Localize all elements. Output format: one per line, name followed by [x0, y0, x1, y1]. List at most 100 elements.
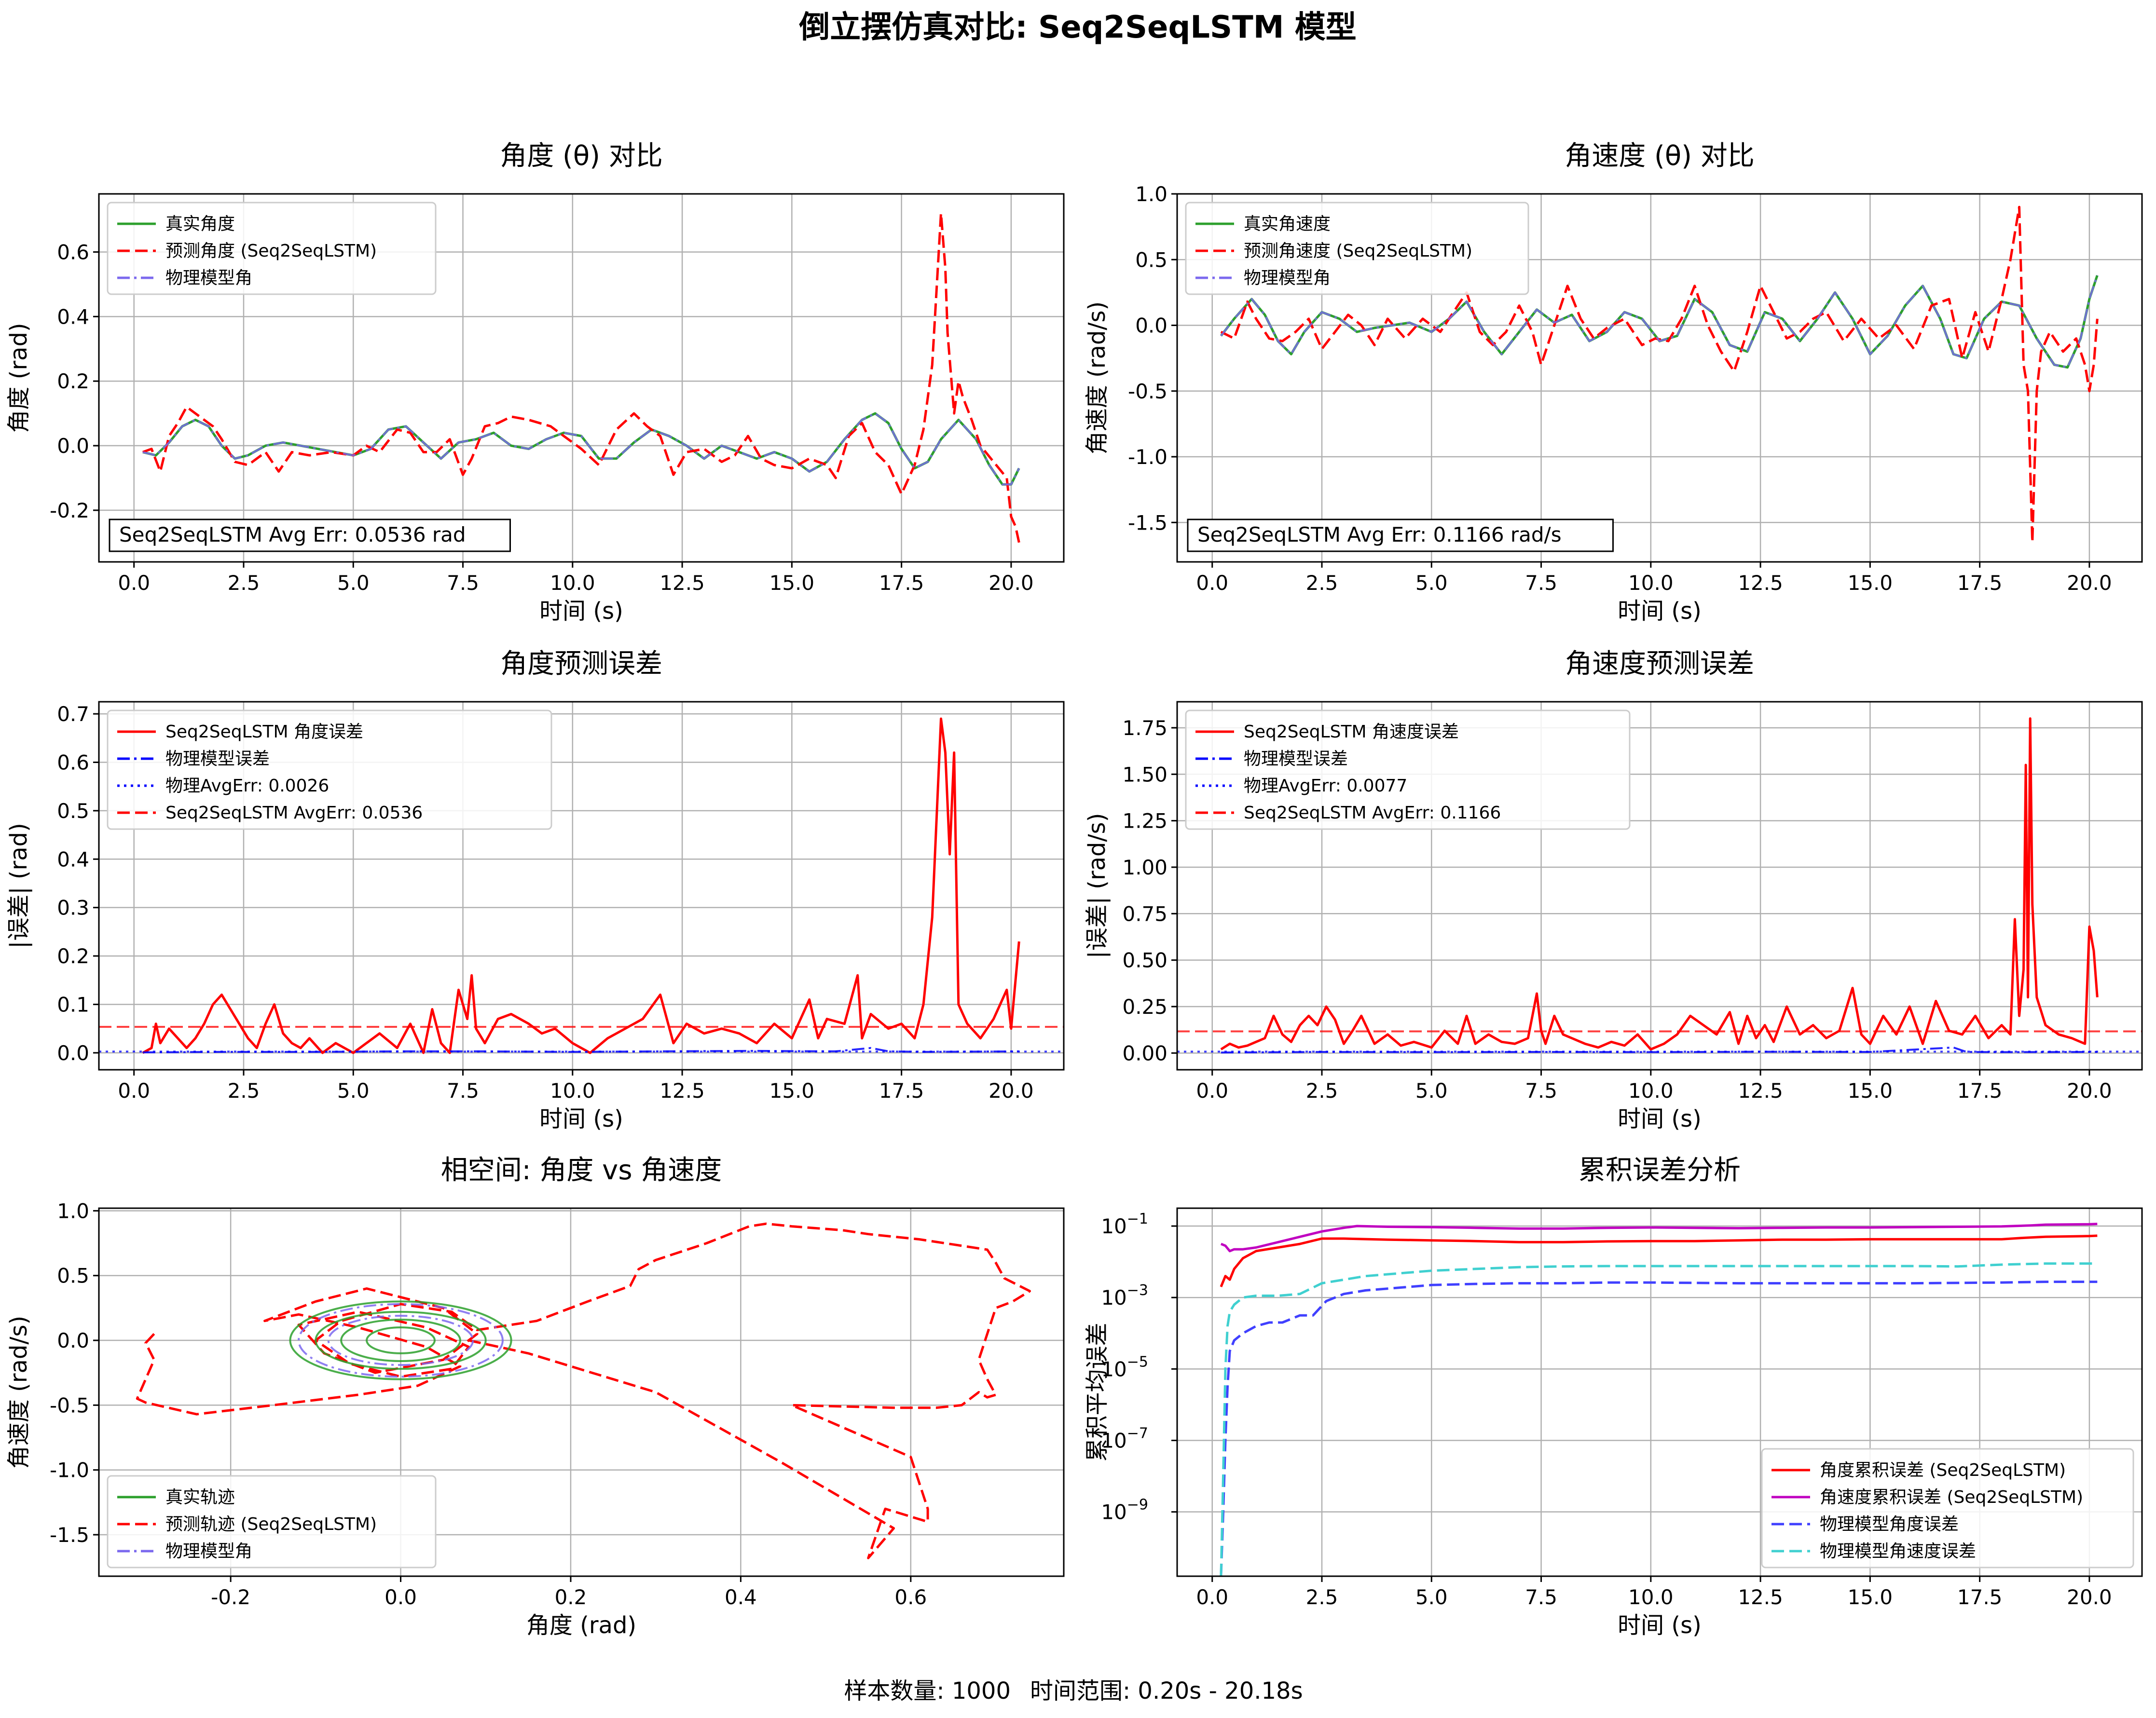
y-tick-label: 0.2 [57, 369, 89, 393]
y-tick-label: 0.00 [1122, 1041, 1167, 1065]
plot-frame [98, 1207, 1065, 1577]
y-tick-label: -0.5 [50, 1393, 89, 1417]
plot-frame [98, 701, 1065, 1071]
x-tick-label: 5.0 [1415, 1585, 1448, 1609]
x-tick-label: 20.0 [2067, 571, 2112, 595]
series-orbit [289, 1300, 512, 1380]
legend: 角度累积误差 (Seq2SeqLSTM) 角速度累积误差 (Seq2SeqLSTM… [1761, 1448, 2134, 1568]
legend-label: 物理AvgErr: 0.0026 [165, 776, 329, 796]
series-orbit [327, 1314, 474, 1366]
y-tick-label: 1.25 [1122, 809, 1167, 833]
series-line [142, 1047, 1019, 1053]
series-line [1220, 717, 2099, 1051]
x-tick-label: 5.0 [1415, 571, 1448, 595]
series-line [1220, 1262, 2098, 1576]
legend-label: 角速度累积误差 (Seq2SeqLSTM) [1820, 1487, 2083, 1507]
series-line [1220, 1223, 2098, 1253]
y-tick-exponent: −1 [1127, 1211, 1148, 1227]
x-tick-label: 0.4 [725, 1585, 757, 1609]
x-tick-label: 2.5 [228, 571, 260, 595]
y-tick-label: -0.2 [50, 499, 89, 522]
panel-title: 累积误差分析 [1579, 1155, 1741, 1186]
series-orbit [315, 1310, 487, 1370]
x-tick-label: 17.5 [1957, 1079, 2003, 1103]
avg-error-annotation: Seq2SeqLSTM Avg Err: 0.0536 rad [109, 518, 511, 552]
legend-label: 预测角度 (Seq2SeqLSTM) [165, 241, 377, 261]
y-tick-label: 0.0 [57, 434, 89, 458]
x-axis-label: 时间 (s) [539, 598, 623, 625]
y-tick-label: 0.6 [57, 240, 89, 264]
panel-title: 角速度 (θ) 对比 [1565, 140, 1755, 172]
x-axis-label: 时间 (s) [1618, 598, 1702, 625]
plot-data [1220, 1223, 2098, 1576]
series-line [142, 412, 1020, 486]
legend-label: 真实角速度 [1244, 214, 1331, 234]
y-tick-label: 0.0 [57, 1329, 89, 1352]
y-tick-label: 0.5 [1135, 248, 1167, 272]
x-tick-label: 10.0 [1628, 1079, 1674, 1103]
x-tick-label: 17.5 [879, 1079, 924, 1103]
x-tick-label: 15.0 [769, 571, 815, 595]
series-line [1220, 1234, 2098, 1287]
legend-label: 物理模型角 [165, 1541, 252, 1561]
y-axis-label: 累积平均误差 [1084, 1323, 1111, 1461]
legend-label: 物理模型角 [165, 268, 252, 288]
series-orbit [366, 1326, 436, 1354]
legend-box [107, 1475, 437, 1568]
x-tick-label: 12.5 [1738, 1079, 1783, 1103]
x-tick-label: 0.2 [555, 1585, 587, 1609]
plot-frame [98, 193, 1065, 563]
y-tick-label: -1.5 [1128, 511, 1167, 534]
x-tick-label: -0.2 [211, 1585, 250, 1609]
legend-box [107, 202, 437, 295]
plot-data [136, 1222, 1031, 1559]
series-line [1220, 1281, 2098, 1576]
x-tick-label: 7.5 [1525, 571, 1557, 595]
legend-label: 物理模型角速度误差 [1820, 1541, 1976, 1561]
x-tick-label: 7.5 [1525, 1585, 1557, 1609]
y-tick-label: 0.5 [57, 799, 89, 823]
y-tick-exponent: −5 [1127, 1353, 1148, 1370]
x-tick-label: 7.5 [447, 1079, 479, 1103]
x-tick-label: 5.0 [337, 571, 370, 595]
x-tick-label: 10.0 [550, 1079, 595, 1103]
y-tick-label: 0.2 [57, 944, 89, 968]
legend-label: 物理模型误差 [1244, 749, 1348, 769]
y-axis-label: 角度 (rad) [5, 323, 32, 433]
y-tick-label: 0.5 [57, 1264, 89, 1288]
series-orbit [298, 1303, 504, 1378]
y-tick-exponent: −7 [1127, 1425, 1148, 1442]
x-tick-label: 2.5 [1306, 1585, 1338, 1609]
series-line [1220, 275, 2099, 368]
series-line [142, 717, 1020, 1054]
y-tick-label: 0.25 [1122, 995, 1167, 1019]
y-axis-label: |误差| (rad) [5, 823, 32, 949]
x-axis-label: 时间 (s) [539, 1105, 623, 1132]
x-tick-label: 17.5 [1957, 1585, 2003, 1609]
y-tick-exponent: −3 [1127, 1282, 1148, 1299]
panel-angle: 0.0 2.5 5.0 7.5 10.0 12.5 15.0 17.5 20.0 -0.2 0.0 0… [5, 140, 1065, 625]
x-tick-label: 0.6 [894, 1585, 927, 1609]
plot-data [99, 717, 1064, 1054]
x-tick-label: 10.0 [1628, 1585, 1674, 1609]
y-tick-label: 1.0 [1135, 182, 1167, 206]
x-tick-label: 15.0 [1848, 1585, 1893, 1609]
x-tick-label: 7.5 [1525, 1079, 1557, 1103]
legend-label: 物理AvgErr: 0.0077 [1244, 776, 1407, 796]
panel-velocity: 0.0 2.5 5.0 7.5 10.0 12.5 15.0 17.5 20.0 -1.5 -1.0… [1084, 140, 2143, 625]
y-axis-label: 角速度 (rad/s) [1084, 301, 1111, 455]
legend-label: 预测轨迹 (Seq2SeqLSTM) [165, 1514, 377, 1534]
x-tick-label: 17.5 [879, 571, 924, 595]
panel-angle_err: 0.0 2.5 5.0 7.5 10.0 12.5 15.0 17.5 20.0 0.0 0.1 0.… [5, 648, 1065, 1132]
panel-velocity_err: 0.0 2.5 5.0 7.5 10.0 12.5 15.0 17.5 20.0 0.00 0.25… [1084, 648, 2143, 1132]
x-tick-label: 0.0 [1196, 571, 1228, 595]
annotation-box [1187, 518, 1614, 552]
y-tick-label: 0.75 [1122, 902, 1167, 926]
y-tick-label: 1.00 [1122, 856, 1167, 879]
panel-title: 角度预测误差 [500, 648, 662, 680]
x-tick-label: 0.0 [385, 1585, 417, 1609]
panel-title: 角速度预测误差 [1565, 648, 1754, 680]
